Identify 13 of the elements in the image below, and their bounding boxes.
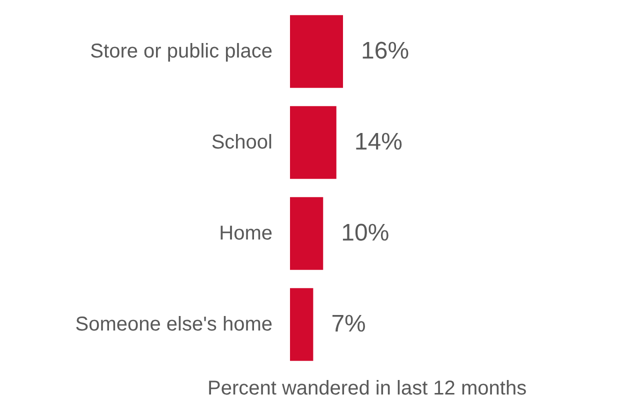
bar <box>290 106 336 179</box>
y-tick-label: School <box>211 132 272 154</box>
y-tick-label: Home <box>219 222 272 244</box>
y-tick-label: Store or public place <box>90 40 272 62</box>
bar <box>290 288 314 361</box>
data-label: 7% <box>331 310 366 338</box>
data-label: 16% <box>361 38 410 64</box>
bar <box>290 197 324 270</box>
y-tick-label: Someone else's home <box>75 314 272 336</box>
x-axis-title: Percent wandered in last 12 months <box>208 378 527 400</box>
data-label: 14% <box>354 128 402 156</box>
data-label: 10% <box>341 220 390 246</box>
bar <box>290 15 343 88</box>
